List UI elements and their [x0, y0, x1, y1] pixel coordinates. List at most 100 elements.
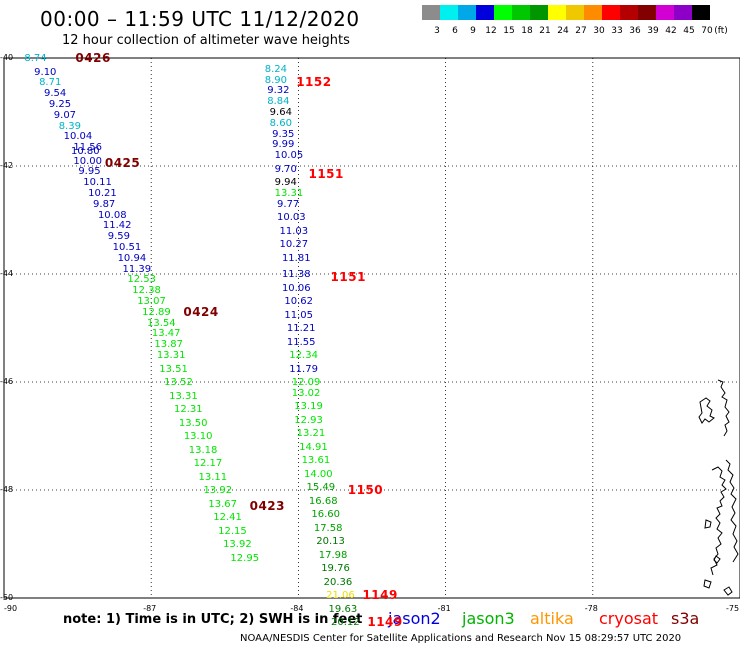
swh-value: 9.95: [78, 166, 101, 178]
pass-time-label: 1151: [308, 167, 344, 182]
swh-value: 13.61: [301, 455, 331, 467]
swh-value: 11.42: [102, 220, 132, 232]
lat-tick-label: -40: [0, 53, 14, 62]
scale-label: 36: [629, 26, 641, 36]
legend-jason2: jason2: [388, 609, 441, 628]
swh-value: 8.71: [39, 77, 62, 89]
swh-value: 14.00: [304, 468, 333, 480]
swh-value: 13.92: [223, 539, 252, 550]
map-frame: [3, 57, 740, 599]
swh-value: 10.21: [88, 188, 117, 199]
lat-tick-label: -50: [0, 593, 14, 602]
swh-value: 11.56: [73, 142, 103, 154]
scale-swatch: [674, 5, 692, 20]
swh-value: 13.47: [151, 328, 181, 340]
scale-swatch: [512, 5, 530, 20]
coastline-south-america: [698, 379, 739, 596]
lat-tick-label: -48: [0, 485, 14, 494]
legend-s3a: s3a: [671, 609, 700, 628]
swh-value: 13.54: [147, 317, 176, 329]
swh-value: 9.10: [34, 66, 57, 78]
swh-value: 8.74: [24, 53, 47, 64]
swh-value: 16.60: [311, 509, 341, 521]
scale-label: 9: [470, 26, 476, 36]
swh-value: 9.54: [43, 88, 67, 100]
lat-tick-label: -42: [0, 161, 14, 170]
pass-time-label: 1151: [330, 269, 366, 284]
swh-value: 9.25: [48, 98, 72, 110]
scale-swatch: [602, 5, 620, 20]
pass-time-label: 0425: [104, 156, 141, 171]
swh-value: 13.07: [137, 296, 166, 307]
swh-value: 13.21: [296, 428, 326, 440]
swh-value: 13.19: [294, 401, 323, 413]
swh-value: 13.87: [154, 339, 183, 351]
map-subtitle: 12 hour collection of altimeter wave hei…: [62, 33, 350, 48]
scale-label: 30: [593, 26, 605, 36]
swh-value: 15.49: [306, 482, 336, 494]
swh-value: 10.51: [112, 242, 142, 253]
footnote: note: 1) Time is in UTC; 2) SWH is in fe…: [63, 612, 363, 627]
pass-time-label: 1149: [362, 588, 398, 603]
scale-swatch: [458, 5, 476, 20]
lon-tick-label: -87: [143, 604, 157, 613]
swh-value: 9.70: [274, 163, 297, 175]
swh-value: 12.17: [193, 458, 223, 469]
swh-value: 8.90: [264, 74, 288, 86]
swh-value: 13.51: [159, 363, 188, 375]
swh-value: 12.53: [127, 274, 157, 286]
swh-value: 13.92: [203, 485, 233, 496]
swh-value: 9.94: [274, 177, 297, 189]
swh-value: 13.67: [208, 498, 237, 510]
scale-swatch: [566, 5, 584, 20]
scale-swatch: [620, 5, 638, 20]
swh-value: 10.94: [117, 252, 147, 264]
lat-lon-grid: [3, 57, 740, 599]
swh-value: 16.68: [308, 495, 338, 507]
swh-value: 9.64: [269, 107, 292, 118]
swh-value: 11.03: [279, 225, 309, 237]
swh-value: 10.04: [63, 131, 93, 143]
swh-value: 11.79: [289, 363, 318, 375]
scale-label: 45: [683, 26, 695, 36]
scale-swatch: [422, 5, 440, 20]
swh-value: 13.31: [274, 188, 304, 199]
scale-swatch: [494, 5, 512, 20]
swh-value: 12.38: [132, 285, 161, 297]
swh-value: 11.39: [122, 263, 152, 275]
scale-label: 42: [665, 26, 677, 36]
swh-value: 13.11: [198, 471, 228, 483]
swh-value: 8.39: [58, 120, 81, 132]
swh-value: 11.05: [284, 309, 314, 321]
swh-value: 13.02: [291, 387, 321, 399]
swh-value: 19.63: [328, 603, 358, 615]
scale-label: 24: [557, 26, 569, 36]
swh-value: 20.13: [316, 536, 345, 548]
pass-time-label: 1149: [367, 615, 403, 630]
swh-value: 14.91: [299, 441, 328, 453]
scale-label: 15: [503, 26, 515, 36]
swh-value: 9.59: [107, 231, 131, 243]
scale-unit: (ft): [714, 26, 728, 36]
swh-value: 12.93: [294, 414, 323, 426]
lon-tick-label: -78: [584, 604, 598, 613]
scale-label: 12: [485, 26, 497, 36]
swh-value: 11.81: [281, 252, 311, 264]
scale-swatch: [476, 5, 494, 20]
swh-value: 9.77: [277, 198, 300, 210]
lon-tick-label: -75: [726, 604, 740, 613]
swh-value: 10.27: [279, 239, 309, 251]
swh-value: 11.21: [286, 323, 316, 334]
swh-value: 9.35: [272, 128, 295, 140]
swh-value: 10.06: [281, 282, 311, 294]
pass-time-label: 0423: [249, 499, 285, 514]
swh-value: 13.50: [178, 417, 208, 429]
swh-value: 11.55: [286, 336, 316, 348]
swh-value: 12.34: [289, 350, 318, 361]
swh-value: 13.52: [164, 377, 193, 388]
swh-value: 13.18: [188, 444, 218, 456]
scale-swatch: [548, 5, 566, 20]
scale-swatch: [638, 5, 656, 20]
legend-jason3: jason3: [462, 609, 515, 628]
